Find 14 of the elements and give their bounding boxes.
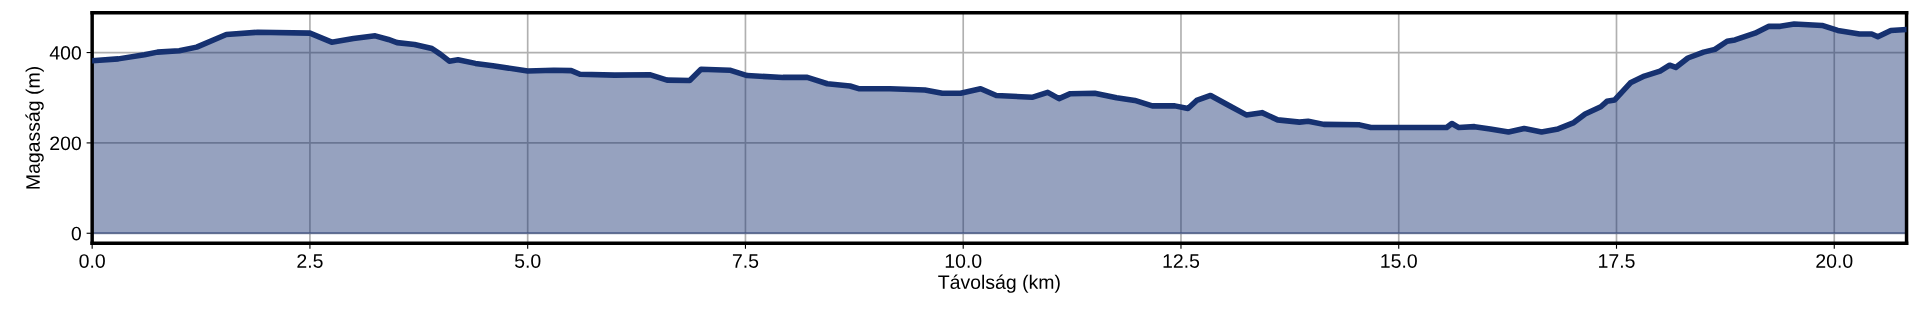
x-axis-title: Távolság (km) [938, 274, 1060, 293]
y-tick-label: 400 [49, 46, 81, 60]
x-tick-label: 5.0 [514, 254, 541, 268]
x-tick-label: 17.5 [1599, 254, 1635, 268]
y-axis-title: Magasság (m) [25, 67, 44, 189]
x-tick-label: 2.5 [297, 254, 323, 268]
x-tick-label: 12.5 [1163, 254, 1200, 268]
x-tick-label: 0.0 [79, 254, 105, 268]
x-tick-label: 10.0 [945, 254, 982, 268]
x-tick-label: 20.0 [1816, 254, 1853, 268]
y-tick-label: 200 [50, 136, 81, 151]
x-tick-label: 7.5 [732, 254, 759, 268]
y-tick-label: 0 [71, 226, 81, 241]
x-tick-label: 15.0 [1381, 254, 1417, 268]
